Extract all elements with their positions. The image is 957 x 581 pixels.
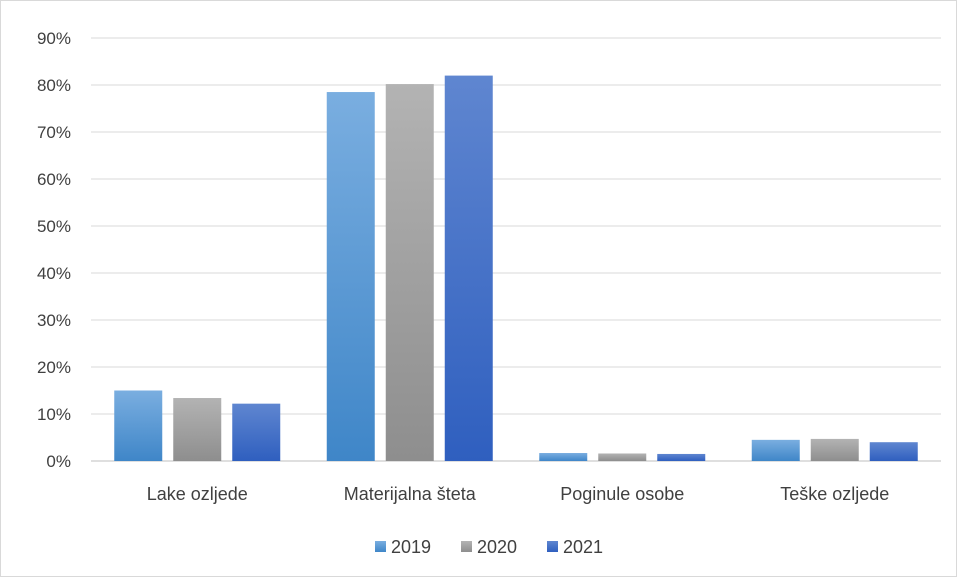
legend-swatch [461, 541, 472, 552]
y-axis-ticks: 0% 10% 20% 30% 40% 50% 60% 70% 80% 90% [37, 29, 71, 471]
x-category-label: Lake ozljede [147, 484, 248, 504]
bar-2019-1 [326, 92, 375, 462]
y-tick-label: 10% [37, 405, 71, 424]
y-tick-label: 80% [37, 76, 71, 95]
bar-2019-2 [539, 453, 588, 461]
bar-2021-1 [444, 75, 493, 461]
y-tick-label: 50% [37, 217, 71, 236]
y-tick-label: 0% [46, 452, 71, 471]
bars [114, 75, 918, 462]
bar-2021-0 [232, 403, 281, 461]
bar-2021-2 [657, 453, 706, 461]
y-tick-label: 30% [37, 311, 71, 330]
x-category-label: Poginule osobe [560, 484, 684, 504]
legend-label: 2021 [563, 537, 603, 557]
bar-2020-3 [810, 438, 859, 461]
bar-2020-1 [385, 84, 434, 461]
bar-2021-3 [869, 442, 918, 461]
y-tick-label: 60% [37, 170, 71, 189]
bar-2019-3 [751, 439, 800, 461]
y-tick-label: 70% [37, 123, 71, 142]
x-category-label: Materijalna šteta [344, 484, 477, 504]
bar-2020-2 [598, 453, 647, 461]
legend-swatch [547, 541, 558, 552]
bar-2019-0 [114, 390, 163, 461]
legend-label: 2020 [477, 537, 517, 557]
y-tick-label: 90% [37, 29, 71, 48]
legend: 2019 2020 2021 [375, 537, 603, 557]
legend-label: 2019 [391, 537, 431, 557]
legend-swatch [375, 541, 386, 552]
bar-2020-0 [173, 398, 222, 461]
gridlines [91, 37, 941, 462]
y-tick-label: 40% [37, 264, 71, 283]
x-category-label: Teške ozljede [780, 484, 889, 504]
x-axis-categories: Lake ozljede Materijalna šteta Poginule os… [147, 484, 890, 504]
y-tick-label: 20% [37, 358, 71, 377]
